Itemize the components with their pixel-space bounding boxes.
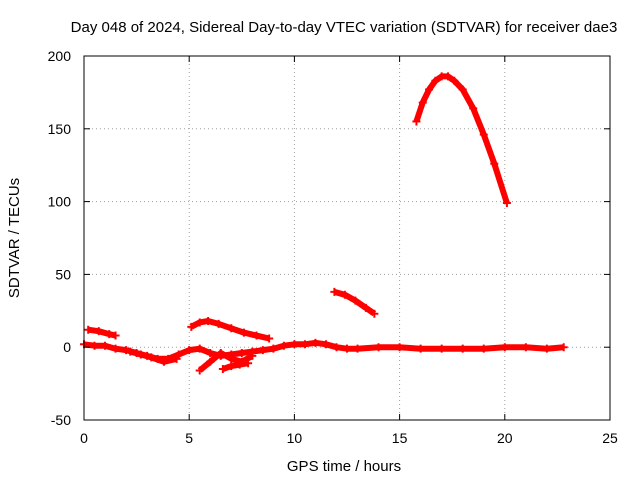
data-point-scatter-low-3 (244, 359, 253, 368)
data-point-large-arc (479, 130, 488, 139)
data-point-baseline-trace (279, 341, 288, 350)
y-tick-label: 100 (48, 194, 72, 210)
series-scatter-low-3 (221, 360, 249, 372)
data-point-midday-arc (252, 331, 261, 340)
data-point-afternoon-arc (351, 296, 360, 305)
data-point-large-arc (418, 98, 427, 107)
data-point-large-arc (425, 85, 434, 94)
data-point-baseline-trace (500, 343, 509, 352)
data-point-midday-arc (214, 319, 223, 328)
data-point-large-arc (490, 159, 499, 168)
data-point-baseline-trace (521, 343, 530, 352)
y-axis-label: SDTVAR / TECUs (6, 178, 23, 298)
data-point-midday-arc (195, 318, 204, 327)
data-point-scatter-low-3 (218, 365, 227, 374)
y-tick-label: 150 (48, 121, 72, 137)
grid (84, 56, 610, 420)
data-point-scatter-low-3 (235, 360, 244, 369)
data-point-baseline-trace (195, 344, 204, 353)
data-point-baseline-trace (185, 346, 194, 355)
data-point-baseline-trace (290, 340, 299, 349)
data-point-midday-arc (227, 324, 236, 333)
data-point-early-arc (94, 327, 103, 336)
data-point-baseline-trace (122, 346, 131, 355)
y-tick-label: 50 (55, 266, 71, 282)
data-point-baseline-trace (206, 349, 215, 358)
data-point-scatter-low-3 (227, 362, 236, 371)
data-series (80, 72, 568, 375)
data-point-baseline-trace (269, 344, 278, 353)
data-point-large-arc (458, 85, 467, 94)
y-tick-label: 0 (63, 339, 71, 355)
x-tick-label: 15 (392, 430, 408, 446)
data-point-baseline-trace (311, 338, 320, 347)
x-tick-label: 20 (497, 430, 513, 446)
data-point-baseline-trace (332, 343, 341, 352)
data-point-baseline-trace (300, 340, 309, 349)
data-point-afternoon-arc (340, 290, 349, 299)
data-point-large-arc (450, 76, 459, 85)
data-point-baseline-trace (111, 344, 120, 353)
data-point-baseline-trace (258, 346, 267, 355)
x-tick-label: 25 (602, 430, 618, 446)
x-axis-label: GPS time / hours (287, 458, 401, 475)
y-tick-label: -50 (51, 412, 71, 428)
data-point-scatter-low-1 (136, 350, 145, 359)
data-point-early-arc (84, 325, 93, 334)
axis-ticks: 0 5 10 15 20 25 -50 0 50 100 150 200 (48, 48, 618, 446)
data-point-baseline-trace (437, 344, 446, 353)
data-point-scatter-low-1 (126, 347, 135, 356)
data-point-midday-arc (239, 328, 248, 337)
data-point-midday-arc (204, 316, 213, 325)
data-point-baseline-trace (101, 341, 110, 350)
data-point-scatter-low-1 (159, 357, 168, 366)
x-tick-label: 0 (80, 430, 88, 446)
chart-title: Day 048 of 2024, Sidereal Day-to-day VTE… (71, 19, 618, 36)
data-point-baseline-trace (395, 343, 404, 352)
data-point-baseline-trace (416, 344, 425, 353)
data-point-baseline-trace (343, 344, 351, 353)
data-point-early-arc (105, 330, 114, 339)
data-point-midday-arc (265, 334, 274, 343)
data-point-early-arc (111, 331, 120, 340)
series-large-arc (413, 73, 510, 205)
data-point-scatter-low-2 (216, 349, 225, 358)
data-point-baseline-trace (90, 341, 99, 350)
data-point-afternoon-arc (361, 303, 370, 312)
data-point-scatter-low-2 (195, 366, 204, 375)
data-point-large-arc (469, 104, 478, 113)
data-point-scatter-low-2 (206, 357, 215, 366)
data-point-baseline-trace (237, 349, 246, 358)
data-point-large-arc (431, 76, 440, 85)
data-point-scatter-low-1 (172, 354, 181, 363)
data-point-baseline-trace (374, 343, 383, 352)
data-point-baseline-trace (321, 340, 330, 349)
y-tick-label: 200 (48, 48, 72, 64)
data-point-large-arc (443, 72, 452, 81)
data-point-scatter-low-2 (227, 354, 236, 363)
data-point-baseline-trace (559, 343, 568, 352)
data-point-large-arc (502, 199, 511, 208)
data-point-baseline-trace (174, 350, 183, 359)
data-point-baseline-trace (479, 344, 488, 353)
data-point-scatter-low-1 (147, 353, 156, 362)
data-point-baseline-trace (458, 344, 467, 353)
data-point-large-arc (412, 117, 421, 126)
x-tick-label: 10 (287, 430, 303, 446)
data-point-baseline-trace (353, 344, 362, 353)
data-point-baseline-trace (542, 344, 551, 353)
data-point-scatter-low-2 (248, 351, 257, 360)
plot-frame (83, 55, 611, 421)
x-tick-label: 5 (185, 430, 193, 446)
data-point-afternoon-arc (370, 309, 379, 318)
data-point-afternoon-arc (330, 287, 339, 296)
data-point-midday-arc (187, 322, 196, 331)
